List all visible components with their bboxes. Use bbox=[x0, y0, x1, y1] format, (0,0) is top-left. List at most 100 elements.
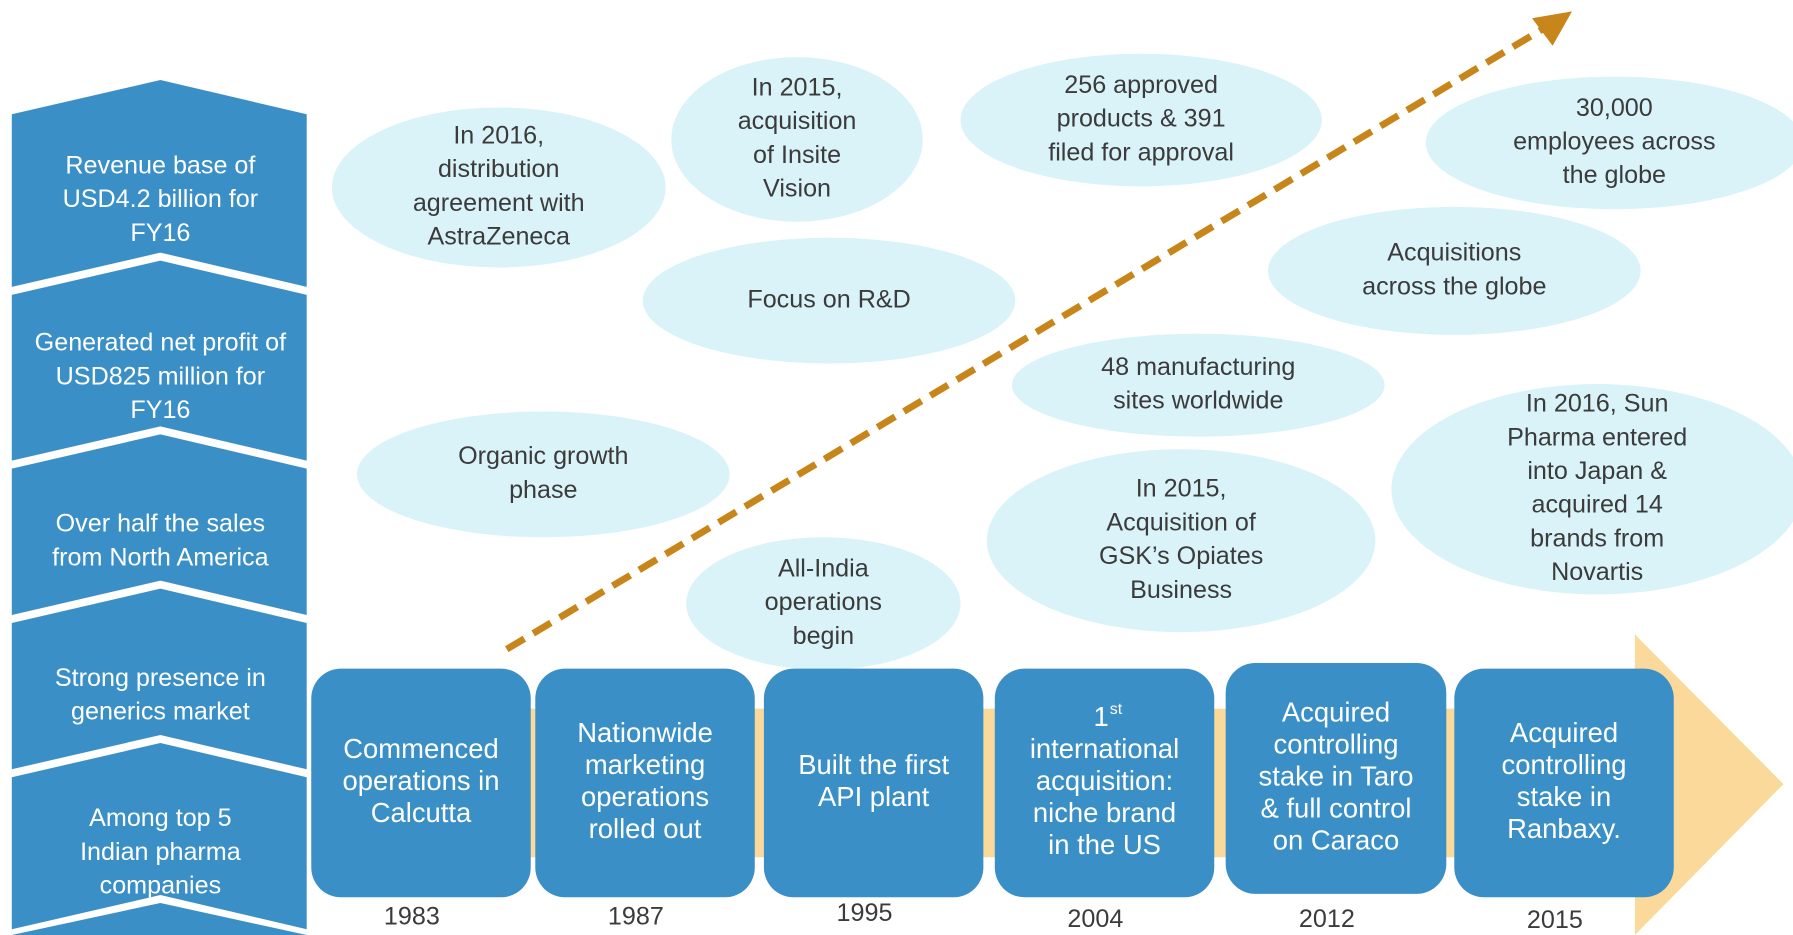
text-line: employees across bbox=[1513, 128, 1716, 156]
text-line: marketing bbox=[585, 749, 705, 780]
highlight-bubble bbox=[671, 57, 923, 222]
text-line: USD825 million for bbox=[56, 362, 265, 390]
text-line: filed for approval bbox=[1048, 138, 1234, 166]
milestone-box bbox=[994, 668, 1215, 898]
text-line: 256 approved bbox=[1064, 71, 1218, 99]
text-line: Acquired bbox=[1510, 717, 1618, 748]
highlight-bubble bbox=[960, 53, 1322, 187]
bubbles: In 2016, distribution agreement with AstraZ… bbox=[331, 53, 1793, 670]
text-line: Among top 5 bbox=[89, 804, 231, 832]
text-line: Over half the sales bbox=[56, 510, 265, 538]
text-line: Calcutta bbox=[371, 797, 472, 828]
milestone-box bbox=[311, 668, 531, 898]
text-line: Indian pharma bbox=[80, 838, 241, 866]
text-line: & full control bbox=[1261, 793, 1412, 824]
milestone-box bbox=[535, 668, 755, 898]
left-chevron bbox=[11, 588, 307, 770]
highlight-bubble bbox=[331, 107, 666, 268]
text-line: on Caraco bbox=[1273, 825, 1400, 856]
highlight-bubble bbox=[986, 449, 1376, 633]
text-line: generics market bbox=[71, 698, 250, 726]
text-line: across the globe bbox=[1362, 272, 1546, 300]
year-label: 1987 bbox=[608, 902, 664, 930]
text-line: In 2016, Sun bbox=[1526, 390, 1669, 418]
text-line: AstraZeneca bbox=[427, 223, 569, 251]
text-line: into Japan & bbox=[1527, 457, 1667, 485]
highlight-bubble bbox=[1011, 333, 1385, 437]
text-line: from North America bbox=[52, 543, 268, 571]
year-label: 2015 bbox=[1527, 906, 1583, 934]
text-line: Novartis bbox=[1551, 558, 1643, 586]
text-line: acquisition bbox=[738, 107, 857, 135]
text-line: controlling bbox=[1502, 749, 1627, 780]
highlight-bubble bbox=[1391, 384, 1793, 595]
left-chevron bbox=[11, 902, 307, 935]
text-line: in the US bbox=[1048, 829, 1161, 860]
text-line: Business bbox=[1130, 576, 1232, 604]
text-line: operations bbox=[581, 781, 709, 812]
highlight-bubble bbox=[356, 411, 730, 538]
year-label: 1983 bbox=[384, 902, 440, 930]
text-line: niche brand bbox=[1033, 797, 1176, 828]
text-line: Acquisition of bbox=[1106, 508, 1256, 536]
text-line: the globe bbox=[1563, 161, 1666, 189]
year-label: 1995 bbox=[837, 899, 893, 927]
text-line: brands from bbox=[1530, 524, 1664, 552]
text-line: Nationwide bbox=[577, 717, 713, 748]
left-chevron bbox=[11, 260, 307, 461]
milestone-box bbox=[1225, 662, 1447, 894]
text-line: operations bbox=[765, 588, 882, 616]
text-line: In 2016, bbox=[453, 122, 544, 150]
text-line: stake in bbox=[1517, 781, 1612, 812]
text-line: Built the first bbox=[798, 749, 949, 780]
left-panel: Revenue base of USD4.2 billion for FY16 Gen… bbox=[11, 80, 307, 935]
text-line: Revenue base of bbox=[65, 152, 256, 180]
text-line: GSK’s Opiates bbox=[1099, 542, 1263, 570]
highlight-bubble bbox=[686, 537, 961, 670]
milestone-box bbox=[1454, 668, 1674, 898]
milestone-box bbox=[763, 668, 984, 898]
left-chevron bbox=[11, 434, 307, 615]
year-label: 2004 bbox=[1067, 905, 1123, 933]
ordinal: 1 bbox=[1093, 701, 1108, 732]
text-line: USD4.2 billion for bbox=[63, 185, 259, 213]
growth-arrow bbox=[504, 22, 1551, 653]
text-line: 48 manufacturing bbox=[1101, 353, 1295, 381]
highlight-bubble bbox=[642, 237, 1016, 364]
text-line: API plant bbox=[818, 781, 930, 812]
text-line: 30,000 bbox=[1576, 94, 1653, 122]
text-line: FY16 bbox=[130, 219, 190, 247]
text-line: Strong presence in bbox=[55, 664, 266, 692]
text-line: In 2015, bbox=[1136, 475, 1227, 503]
text-line: acquisition: bbox=[1036, 765, 1173, 796]
text-line: international bbox=[1030, 733, 1179, 764]
text-line: Generated net profit of bbox=[35, 329, 287, 357]
text-line: FY16 bbox=[130, 396, 190, 424]
text-line: Acquisitions bbox=[1387, 239, 1521, 267]
text-line: All-India bbox=[778, 554, 869, 582]
text-line: Focus on R&D bbox=[747, 285, 910, 313]
highlight-bubble bbox=[1267, 206, 1641, 335]
text-line: agreement with bbox=[413, 189, 585, 217]
text-line: companies bbox=[100, 872, 222, 900]
highlight-bubble bbox=[1425, 76, 1793, 210]
text-line: sites worldwide bbox=[1113, 387, 1283, 415]
text-line: Vision bbox=[763, 175, 831, 203]
text-line: of Insite bbox=[753, 141, 841, 169]
text-line: rolled out bbox=[589, 813, 702, 844]
left-chevron bbox=[11, 80, 307, 287]
ordinal-suffix: st bbox=[1110, 701, 1123, 718]
text-line: Organic growth bbox=[458, 442, 628, 470]
text-line: In 2015, bbox=[752, 74, 843, 102]
year-label: 2012 bbox=[1299, 905, 1355, 933]
text-line: Acquired bbox=[1282, 697, 1390, 728]
text-line: controlling bbox=[1273, 729, 1398, 760]
text-line: operations in bbox=[342, 765, 499, 796]
text-line: Pharma entered bbox=[1507, 423, 1687, 451]
text-line: Ranbaxy. bbox=[1507, 813, 1621, 844]
text-line: distribution bbox=[438, 155, 560, 183]
text-line: products & 391 bbox=[1057, 105, 1226, 133]
